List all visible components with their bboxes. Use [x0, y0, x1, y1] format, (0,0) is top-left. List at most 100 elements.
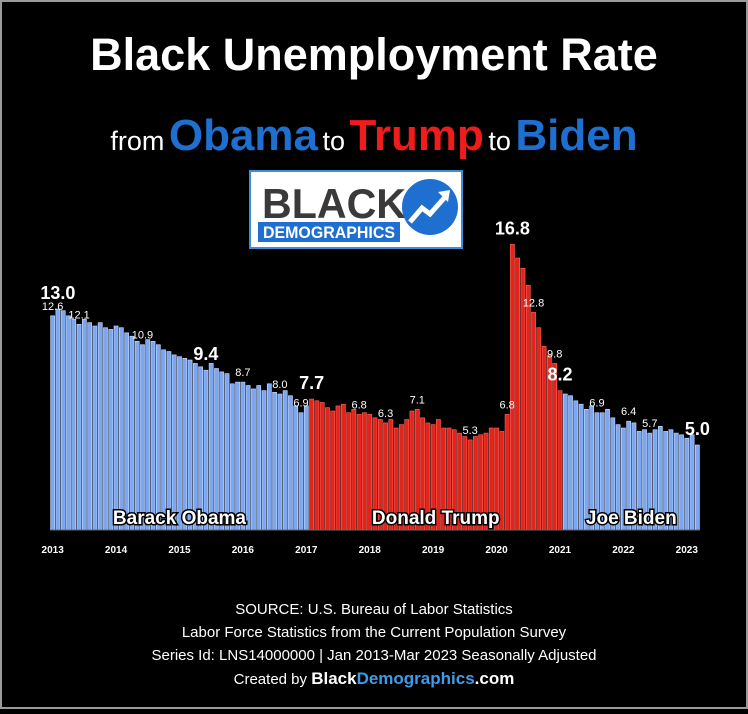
data-label: 12.6 — [42, 301, 63, 313]
bar — [92, 325, 98, 531]
x-tick-label: 2023 — [676, 545, 699, 556]
bar — [166, 351, 172, 531]
credit: Created by BlackDemographics.com — [234, 669, 515, 688]
bar — [55, 308, 61, 531]
bar — [81, 318, 87, 531]
bar — [113, 325, 119, 531]
bar — [303, 405, 309, 531]
bar — [134, 340, 140, 531]
x-tick-label: 2022 — [612, 545, 635, 556]
bar — [256, 385, 262, 531]
source-line: SOURCE: U.S. Bureau of Labor Statistics — [235, 601, 513, 618]
bar — [140, 344, 145, 531]
bar — [335, 405, 341, 531]
bar — [192, 363, 198, 531]
source-line: Labor Force Statistics from the Current … — [182, 624, 567, 641]
chart-title: Black Unemployment Rate — [90, 29, 658, 80]
data-label: 5.0 — [685, 419, 710, 439]
bar — [118, 327, 124, 531]
bar — [679, 434, 684, 531]
bar — [314, 400, 320, 531]
x-tick-label: 2015 — [168, 545, 191, 556]
logo-top: BLACK — [262, 180, 406, 227]
data-label: 8.7 — [235, 367, 250, 379]
bar — [557, 390, 563, 531]
data-label: 12.1 — [68, 309, 89, 321]
bar — [356, 414, 362, 531]
bar — [541, 346, 547, 531]
bar — [319, 402, 325, 531]
subtitle-part: Biden — [515, 111, 637, 160]
bar — [71, 318, 77, 531]
bar — [552, 363, 558, 531]
subtitle-part: from — [110, 126, 164, 156]
data-label: 6.8 — [499, 399, 514, 411]
x-tick-label: 2017 — [295, 545, 318, 556]
bar — [298, 412, 304, 531]
source-line: Series Id: LNS14000000 | Jan 2013-Mar 20… — [151, 647, 596, 664]
x-tick-label: 2019 — [422, 545, 445, 556]
bar — [261, 390, 267, 531]
subtitle-part: to — [488, 126, 511, 156]
logo: BLACK DEMOGRAPHICS — [249, 170, 463, 249]
bar — [198, 366, 203, 531]
logo-arrow — [408, 194, 448, 224]
bar — [251, 388, 256, 531]
bar — [155, 344, 161, 531]
data-label: 6.8 — [351, 399, 366, 411]
bar — [108, 329, 114, 531]
bar — [346, 412, 351, 531]
bar — [499, 431, 505, 531]
data-label: 10.9 — [132, 330, 153, 342]
x-tick-label: 2021 — [549, 545, 572, 556]
bar — [272, 391, 277, 531]
bar — [208, 363, 214, 531]
bar — [282, 390, 288, 531]
bar — [689, 434, 695, 531]
bar — [182, 357, 188, 531]
data-label: 16.8 — [495, 218, 530, 238]
bar — [536, 327, 542, 531]
bar — [177, 356, 182, 531]
bar — [103, 327, 108, 531]
bar — [150, 340, 156, 531]
bar — [60, 310, 66, 531]
bar — [568, 395, 573, 531]
bar — [87, 322, 92, 531]
bar — [510, 244, 515, 531]
bar — [187, 359, 193, 531]
data-label: 9.8 — [547, 348, 562, 360]
logo-icon — [402, 179, 458, 235]
bar — [330, 410, 336, 531]
subtitle-part: Obama — [169, 111, 319, 160]
bar — [340, 403, 346, 531]
bar — [573, 400, 579, 531]
subtitle-part: Trump — [349, 111, 483, 160]
credit-part: Demographics — [357, 669, 475, 688]
bar — [124, 332, 129, 531]
x-tick-label: 2018 — [359, 545, 382, 556]
bar — [97, 322, 103, 531]
bar — [515, 257, 521, 531]
bar — [684, 437, 690, 531]
bar — [214, 368, 219, 531]
bar — [504, 414, 510, 531]
subtitle-part: to — [322, 126, 345, 156]
plot — [50, 244, 700, 531]
x-tick-label: 2016 — [232, 545, 255, 556]
data-label: 9.4 — [193, 344, 218, 364]
bar — [351, 408, 357, 531]
bar — [76, 323, 82, 531]
bar — [50, 315, 56, 531]
x-tick-label: 2014 — [105, 545, 128, 556]
logo-arrowhead — [438, 190, 450, 202]
bar — [694, 444, 700, 531]
data-label: 12.8 — [523, 297, 544, 309]
logo-band — [258, 222, 400, 242]
bar — [293, 405, 299, 531]
x-tick-label: 2020 — [485, 545, 508, 556]
logo-bottom: DEMOGRAPHICS — [263, 223, 395, 242]
bar — [288, 395, 293, 531]
bar — [325, 407, 330, 531]
bar — [578, 403, 584, 531]
